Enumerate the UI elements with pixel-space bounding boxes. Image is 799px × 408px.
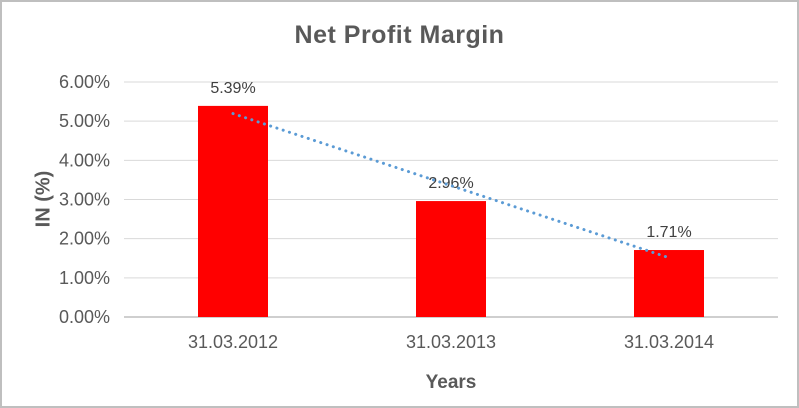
y-tick-label: 5.00% [59, 111, 110, 131]
bar-data-label: 1.71% [646, 224, 691, 241]
y-tick-label: 2.00% [59, 229, 110, 249]
y-tick-label: 1.00% [59, 268, 110, 288]
bar [416, 201, 486, 317]
bar-data-label: 5.39% [210, 80, 255, 97]
bar [634, 250, 704, 317]
trendline [231, 112, 671, 260]
x-tick-label: 31.03.2013 [406, 332, 496, 352]
x-tick-label: 31.03.2012 [188, 332, 278, 352]
bar [198, 105, 268, 318]
y-tick-label: 6.00% [59, 72, 110, 92]
y-tick-label: 3.00% [59, 190, 110, 210]
x-tick-label: 31.03.2014 [624, 332, 714, 352]
bar-data-label: 2.96% [428, 175, 473, 192]
y-tick-label: 4.00% [59, 150, 110, 170]
y-tick-label: 0.00% [59, 307, 110, 327]
chart-title: Net Profit Margin [294, 21, 505, 49]
x-axis-title: Years [425, 372, 477, 393]
